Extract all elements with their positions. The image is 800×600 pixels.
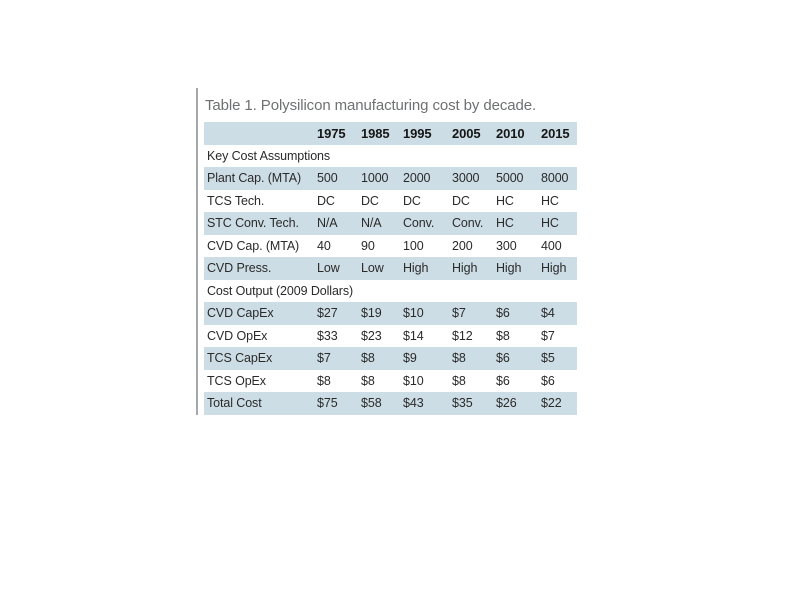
table-caption: Table 1. Polysilicon manufacturing cost … [205, 96, 537, 114]
cell-value: $12 [452, 328, 473, 343]
cell-value: $9 [403, 351, 417, 366]
cell-value: Low [317, 261, 340, 276]
cell-value: 3000 [452, 171, 480, 186]
column-header-2015: 2015 [541, 125, 570, 141]
column-header-blank [204, 122, 314, 145]
table-row-stc-conv-tech: STC Conv. Tech. N/A N/A Conv. Conv. HC H… [204, 212, 577, 235]
cell-value: 40 [317, 238, 331, 253]
row-label: CVD OpEx [207, 328, 268, 343]
cell-value: $23 [361, 328, 382, 343]
column-header-2005: 2005 [452, 125, 481, 141]
cell-value: 100 [403, 238, 424, 253]
table-row-tcs-tech: TCS Tech. DC DC DC DC HC HC [204, 189, 577, 212]
cell-value: $7 [541, 328, 555, 343]
cell-value: $8 [452, 373, 466, 388]
section-header-row: Cost Output (2009 Dollars) [204, 279, 577, 302]
cell-value: DC [452, 193, 470, 208]
row-label: TCS OpEx [207, 373, 266, 388]
cell-value: $14 [403, 328, 424, 343]
table-row-total-cost: Total Cost $75 $58 $43 $35 $26 $22 [204, 392, 577, 415]
cell-value: $6 [496, 351, 510, 366]
cell-value: DC [403, 193, 421, 208]
table-row-plant-cap: Plant Cap. (MTA) 500 1000 2000 3000 5000… [204, 167, 577, 190]
cell-value: HC [496, 216, 514, 231]
cell-value: High [496, 261, 522, 276]
cell-value: 300 [496, 238, 517, 253]
cell-value: 200 [452, 238, 473, 253]
cell-value: HC [541, 193, 559, 208]
cell-value: HC [541, 216, 559, 231]
table-row-cvd-cap: CVD Cap. (MTA) 40 90 100 200 300 400 [204, 234, 577, 257]
cell-value: $5 [541, 351, 555, 366]
cell-value: N/A [361, 216, 382, 231]
row-label: Plant Cap. (MTA) [207, 171, 302, 186]
cell-value: $10 [403, 373, 424, 388]
cell-value: $35 [452, 396, 473, 411]
column-header-1985: 1985 [361, 125, 390, 141]
cell-value: $8 [496, 328, 510, 343]
section-header-row: Key Cost Assumptions [204, 144, 577, 167]
cell-value: 8000 [541, 171, 569, 186]
cell-value: $6 [541, 373, 555, 388]
row-label: STC Conv. Tech. [207, 216, 299, 231]
cell-value: $27 [317, 306, 338, 321]
column-header-1975: 1975 [317, 125, 346, 141]
cell-value: Conv. [452, 216, 484, 231]
cell-value: $8 [317, 373, 331, 388]
cell-value: $8 [361, 373, 375, 388]
cell-value: 2000 [403, 171, 431, 186]
row-label: CVD CapEx [207, 306, 274, 321]
table-row-cvd-capex: CVD CapEx $27 $19 $10 $7 $6 $4 [204, 302, 577, 325]
table-row-cvd-opex: CVD OpEx $33 $23 $14 $12 $8 $7 [204, 324, 577, 347]
cell-value: $19 [361, 306, 382, 321]
cell-value: $10 [403, 306, 424, 321]
cell-value: $6 [496, 306, 510, 321]
row-label: CVD Cap. (MTA) [207, 238, 300, 253]
cell-value: $7 [452, 306, 466, 321]
cell-value: N/A [317, 216, 338, 231]
table-header-row: 1975 1985 1995 2005 2010 2015 [204, 122, 577, 145]
cell-value: Low [361, 261, 384, 276]
table-1-block: Table 1. Polysilicon manufacturing cost … [196, 88, 578, 415]
cell-value: Conv. [403, 216, 435, 231]
cell-value: $58 [361, 396, 382, 411]
cell-value: $7 [317, 351, 331, 366]
cell-value: 1000 [361, 171, 389, 186]
row-label: Total Cost [207, 396, 262, 411]
column-header-1995: 1995 [403, 125, 432, 141]
cell-value: 400 [541, 238, 562, 253]
cell-value: DC [361, 193, 379, 208]
cell-value: DC [317, 193, 335, 208]
cell-value: $8 [452, 351, 466, 366]
cell-value: 500 [317, 171, 338, 186]
cell-value: High [403, 261, 429, 276]
cell-value: $8 [361, 351, 375, 366]
cell-value: $4 [541, 306, 555, 321]
cell-value: High [452, 261, 478, 276]
cell-value: HC [496, 193, 514, 208]
table-row-cvd-press: CVD Press. Low Low High High High High [204, 257, 577, 280]
cell-value: $6 [496, 373, 510, 388]
cell-value: 5000 [496, 171, 524, 186]
table-row-tcs-opex: TCS OpEx $8 $8 $10 $8 $6 $6 [204, 369, 577, 392]
table-row-tcs-capex: TCS CapEx $7 $8 $9 $8 $6 $5 [204, 347, 577, 370]
row-label: TCS Tech. [207, 193, 265, 208]
section-header-cost-output: Cost Output (2009 Dollars) [207, 283, 354, 298]
cell-value: 90 [361, 238, 375, 253]
cell-value: High [541, 261, 567, 276]
section-header-key-cost-assumptions: Key Cost Assumptions [207, 148, 331, 163]
row-label: TCS CapEx [207, 351, 273, 366]
column-header-2010: 2010 [496, 125, 525, 141]
cell-value: $75 [317, 396, 338, 411]
cost-table: 1975 1985 1995 2005 2010 2015 Key Cost A… [204, 122, 577, 415]
cell-value: $33 [317, 328, 338, 343]
cell-value: $43 [403, 396, 424, 411]
cell-value: $26 [496, 396, 517, 411]
cell-value: $22 [541, 396, 562, 411]
row-label: CVD Press. [207, 261, 272, 276]
